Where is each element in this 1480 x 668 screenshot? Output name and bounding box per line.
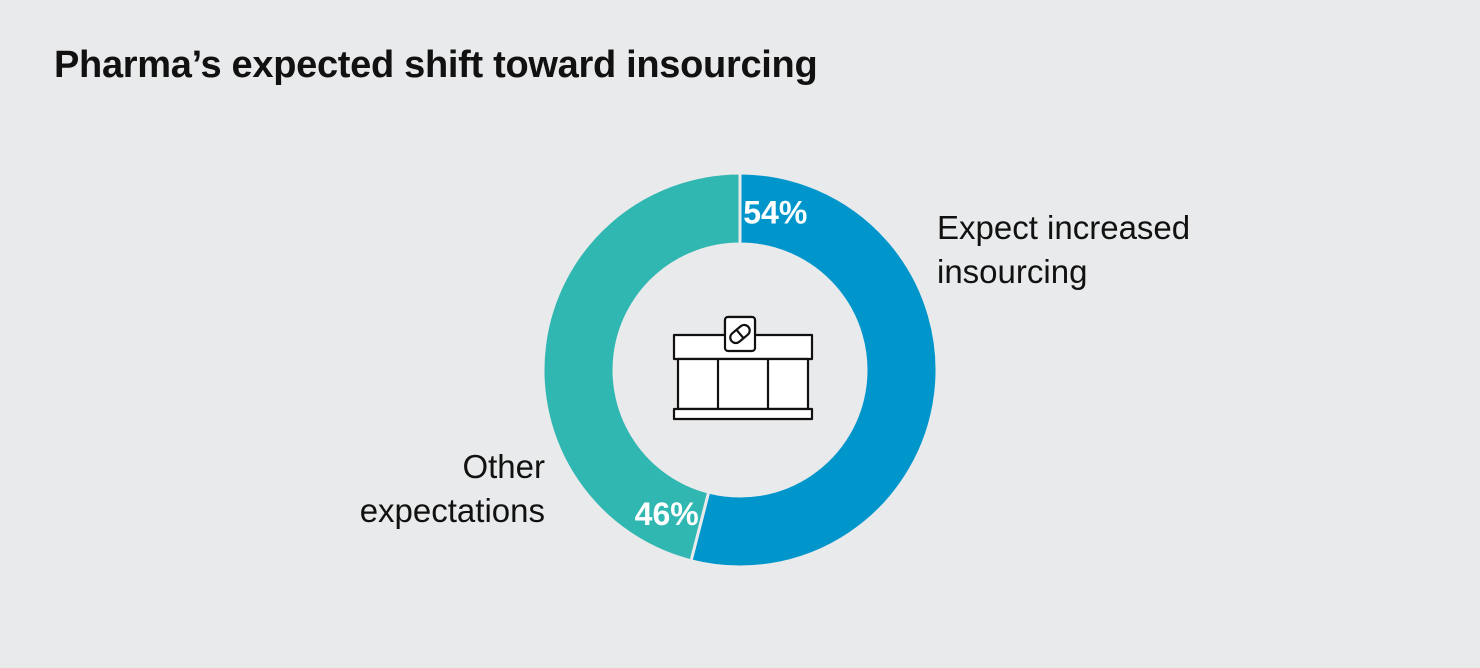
donut-slice-other [541, 171, 742, 563]
legend-label-other-line2: expectations [359, 492, 545, 529]
slice-data-labels: 54% 46% [635, 194, 808, 531]
legend-label-other-line1: Other [462, 448, 545, 485]
legend-label-increased-line2: insourcing [937, 253, 1088, 290]
slice-data-label-other: 46% [635, 496, 699, 532]
chart-title: Pharma’s expected shift toward insourcin… [54, 44, 818, 86]
donut-slice-increased [689, 171, 939, 569]
slice-data-label-increased: 54% [743, 194, 807, 230]
legend-label-other: Other expectations [360, 445, 545, 533]
legend-label-increased-line1: Expect increased [937, 209, 1191, 246]
pharmacy-store-icon [672, 315, 814, 421]
legend-label-increased: Expect increased insourcing [937, 206, 1190, 294]
donut-slices [541, 171, 939, 569]
